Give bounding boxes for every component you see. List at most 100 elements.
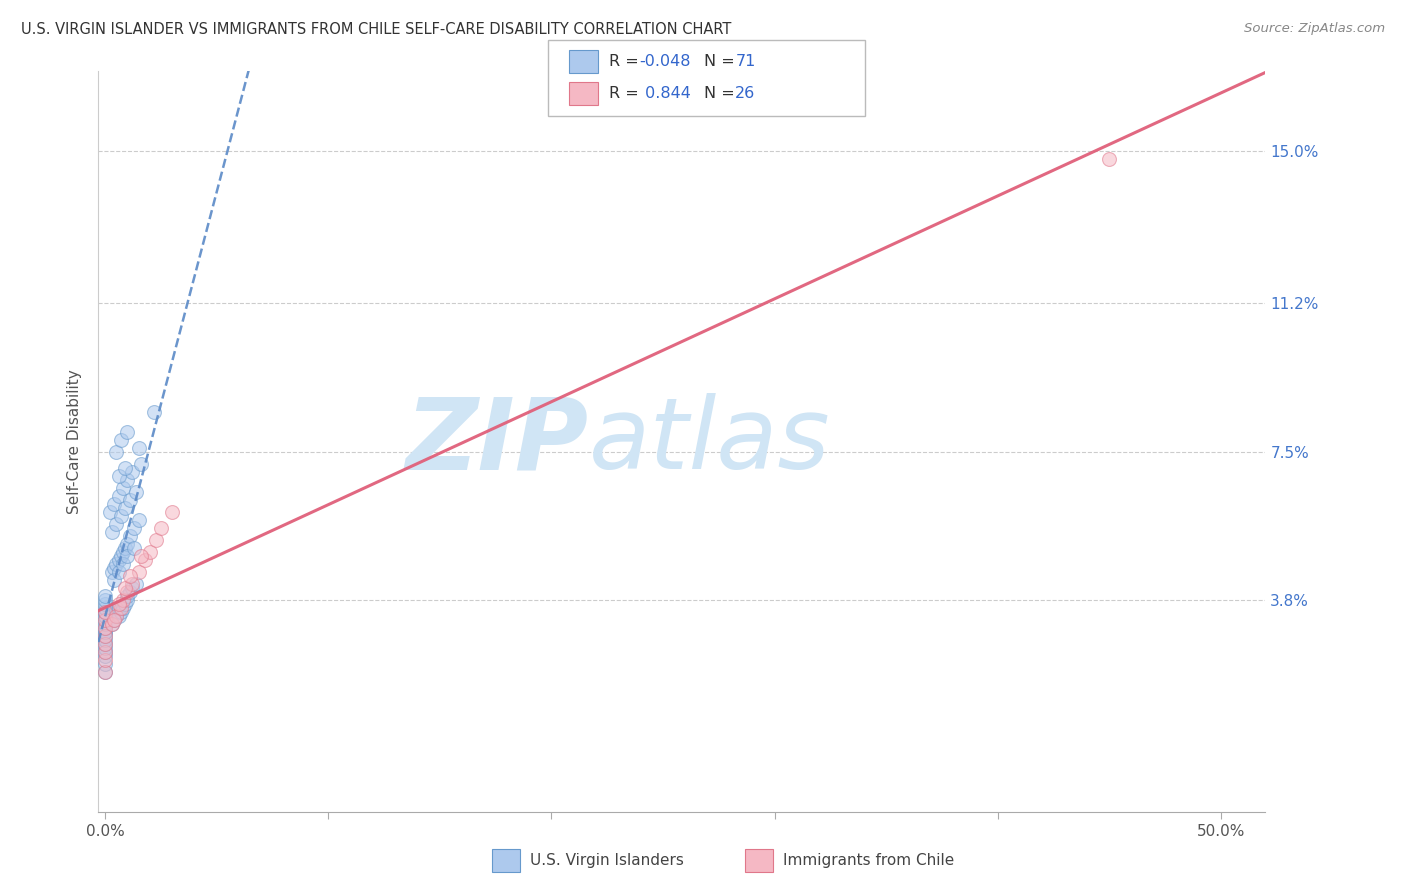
Point [117, 473, 139, 487]
Point [103, 613, 125, 627]
Point [134, 552, 156, 566]
Point [110, 508, 132, 523]
Point [103, 497, 125, 511]
Text: 26: 26 [735, 86, 755, 101]
Point [94, 624, 117, 639]
Point [101, 565, 124, 579]
Text: Source: ZipAtlas.com: Source: ZipAtlas.com [1244, 22, 1385, 36]
Point [105, 608, 128, 623]
Point [139, 544, 162, 558]
Point [114, 581, 136, 595]
Point [107, 600, 129, 615]
Point [117, 592, 139, 607]
Text: atlas: atlas [589, 393, 830, 490]
Point [111, 600, 134, 615]
Point [128, 565, 150, 579]
Point [118, 584, 141, 599]
Point [94, 637, 117, 651]
Point [118, 528, 141, 542]
Text: R =: R = [609, 86, 644, 101]
Point [103, 560, 125, 574]
Point [107, 489, 129, 503]
Point [125, 576, 148, 591]
Point [114, 500, 136, 515]
Point [105, 444, 128, 458]
Point [94, 645, 117, 659]
Point [111, 544, 134, 558]
Point [160, 505, 183, 519]
Text: Immigrants from Chile: Immigrants from Chile [783, 854, 955, 868]
Point [94, 653, 117, 667]
Point [143, 404, 166, 418]
Point [105, 608, 128, 623]
Point [111, 557, 134, 571]
Point [94, 613, 117, 627]
Point [105, 605, 128, 619]
Point [94, 597, 117, 611]
Point [94, 621, 117, 635]
Text: U.S. VIRGIN ISLANDER VS IMMIGRANTS FROM CHILE SELF-CARE DISABILITY CORRELATION C: U.S. VIRGIN ISLANDER VS IMMIGRANTS FROM … [21, 22, 731, 37]
Point [128, 441, 150, 455]
Point [121, 576, 143, 591]
Point [117, 584, 139, 599]
Point [103, 613, 125, 627]
Point [94, 640, 117, 655]
Point [94, 608, 117, 623]
Point [118, 568, 141, 582]
Point [122, 541, 145, 555]
Point [117, 549, 139, 563]
Point [107, 597, 129, 611]
Point [94, 592, 117, 607]
Point [94, 629, 117, 643]
Point [94, 605, 117, 619]
Point [101, 616, 124, 631]
Point [107, 565, 129, 579]
Point [94, 621, 117, 635]
Point [118, 492, 141, 507]
Point [94, 657, 117, 671]
Point [122, 520, 145, 534]
Text: N =: N = [704, 86, 741, 101]
Point [107, 608, 129, 623]
Point [98, 505, 121, 519]
Point [110, 605, 132, 619]
Point [94, 665, 117, 679]
Point [114, 541, 136, 555]
Point [128, 512, 150, 526]
Text: -0.048: -0.048 [640, 54, 692, 70]
Point [117, 425, 139, 439]
Point [145, 533, 167, 547]
Point [94, 589, 117, 603]
Point [121, 581, 143, 595]
Point [125, 484, 148, 499]
Point [103, 573, 125, 587]
Point [117, 589, 139, 603]
Point [101, 524, 124, 539]
Point [94, 648, 117, 663]
Point [111, 592, 134, 607]
Text: R =: R = [609, 54, 644, 70]
Point [110, 433, 132, 447]
Text: ZIP: ZIP [405, 393, 589, 490]
Point [129, 549, 152, 563]
Point [110, 549, 132, 563]
Point [114, 460, 136, 475]
Point [105, 600, 128, 615]
Point [94, 605, 117, 619]
Text: N =: N = [704, 54, 741, 70]
Point [149, 520, 172, 534]
Point [94, 645, 117, 659]
Point [105, 516, 128, 531]
Point [129, 457, 152, 471]
Point [1098, 153, 1121, 167]
Point [111, 481, 134, 495]
Point [94, 613, 117, 627]
Point [117, 536, 139, 550]
Y-axis label: Self-Care Disability: Self-Care Disability [67, 369, 83, 514]
Text: 71: 71 [735, 54, 755, 70]
Point [107, 468, 129, 483]
Point [110, 600, 132, 615]
Point [105, 557, 128, 571]
Text: U.S. Virgin Islanders: U.S. Virgin Islanders [530, 854, 683, 868]
Point [107, 552, 129, 566]
